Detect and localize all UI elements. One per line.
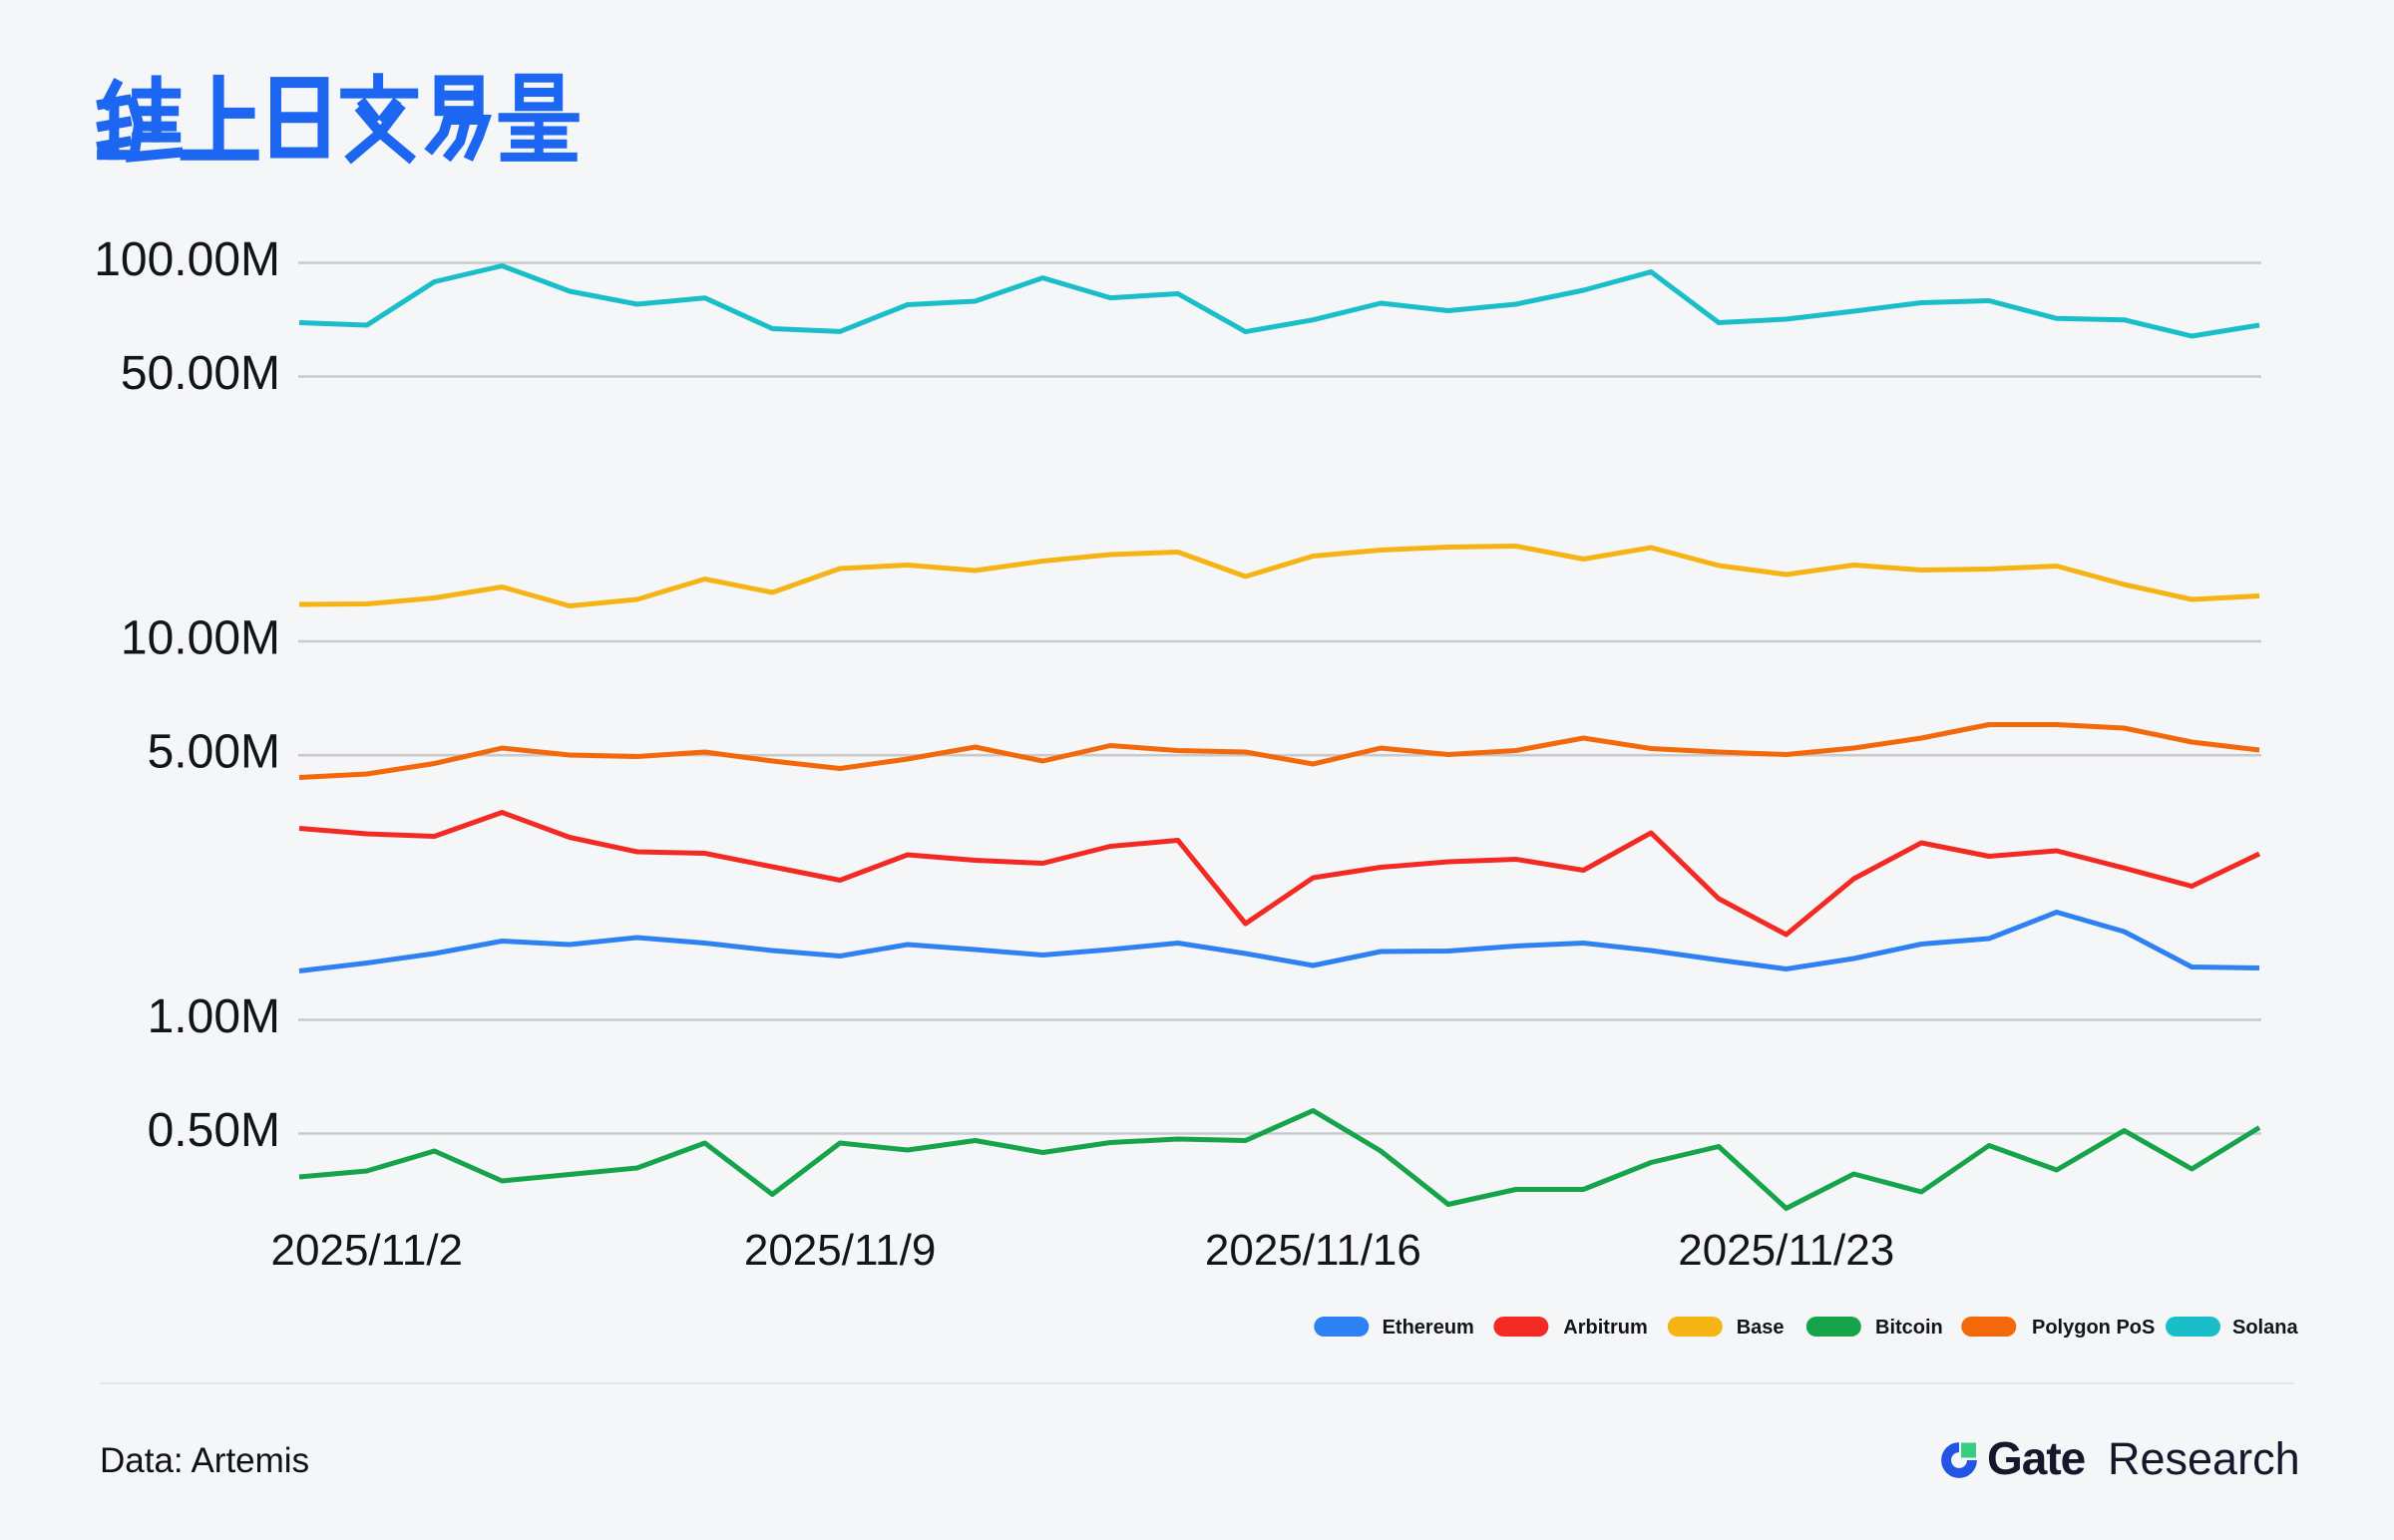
svg-text:100.00M: 100.00M	[94, 233, 280, 286]
svg-text:Bitcoin: Bitcoin	[1875, 1317, 1943, 1339]
svg-text:2025/11/16: 2025/11/16	[1205, 1226, 1421, 1275]
svg-text:Data: Artemis: Data: Artemis	[100, 1441, 309, 1480]
svg-text:Polygon PoS: Polygon PoS	[2032, 1317, 2155, 1339]
svg-text:1.00M: 1.00M	[148, 990, 280, 1043]
svg-text:0.50M: 0.50M	[148, 1104, 280, 1157]
svg-text:10.00M: 10.00M	[121, 612, 280, 665]
svg-text:2025/11/2: 2025/11/2	[271, 1226, 463, 1275]
svg-text:2025/11/23: 2025/11/23	[1678, 1226, 1894, 1275]
svg-text:Gate: Gate	[1987, 1432, 2086, 1484]
svg-text:2025/11/9: 2025/11/9	[744, 1226, 936, 1275]
svg-text:Ethereum: Ethereum	[1383, 1317, 1474, 1339]
svg-text:Arbitrum: Arbitrum	[1563, 1317, 1647, 1339]
svg-text:Base: Base	[1737, 1317, 1785, 1339]
svg-text:Solana: Solana	[2232, 1317, 2298, 1339]
svg-text:Research: Research	[2108, 1433, 2300, 1484]
svg-text:5.00M: 5.00M	[148, 726, 280, 779]
svg-text:50.00M: 50.00M	[121, 347, 280, 400]
